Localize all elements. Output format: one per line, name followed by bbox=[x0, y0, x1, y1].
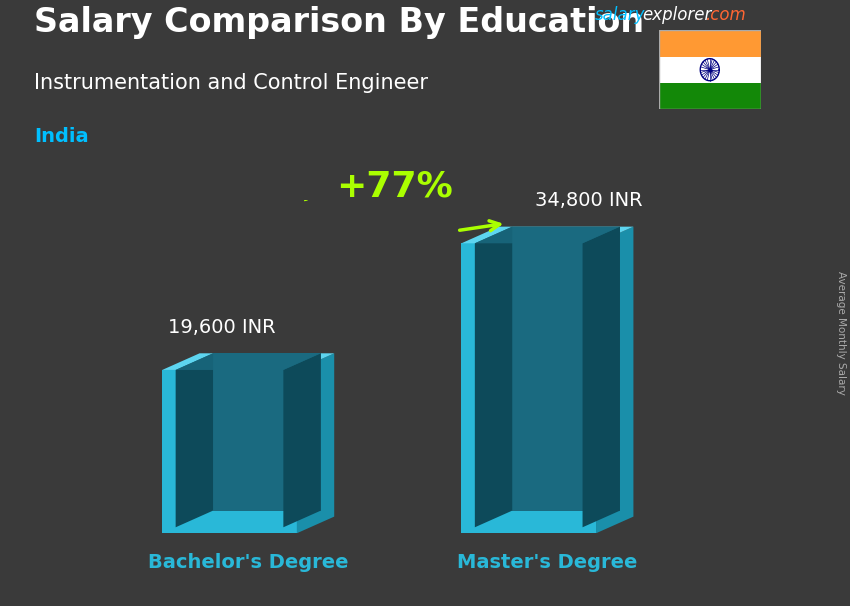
Text: explorer: explorer bbox=[642, 6, 711, 24]
Polygon shape bbox=[176, 353, 320, 370]
Polygon shape bbox=[213, 353, 320, 511]
Text: salary: salary bbox=[595, 6, 645, 24]
Text: Average Monthly Salary: Average Monthly Salary bbox=[836, 271, 846, 395]
Text: Salary Comparison By Education: Salary Comparison By Education bbox=[34, 6, 644, 39]
Polygon shape bbox=[297, 353, 334, 533]
Bar bbox=[659, 56, 761, 83]
Polygon shape bbox=[582, 227, 620, 527]
Bar bbox=[659, 83, 761, 109]
Text: Master's Degree: Master's Degree bbox=[457, 553, 638, 572]
Text: India: India bbox=[34, 127, 88, 146]
Text: +77%: +77% bbox=[336, 170, 452, 204]
Text: 34,800 INR: 34,800 INR bbox=[535, 191, 643, 210]
Text: Bachelor's Degree: Bachelor's Degree bbox=[148, 553, 348, 572]
Polygon shape bbox=[176, 353, 213, 527]
Bar bbox=[659, 30, 761, 56]
Polygon shape bbox=[283, 353, 320, 527]
Polygon shape bbox=[513, 227, 620, 511]
Polygon shape bbox=[475, 227, 513, 527]
Text: Instrumentation and Control Engineer: Instrumentation and Control Engineer bbox=[34, 73, 428, 93]
Text: .com: .com bbox=[706, 6, 746, 24]
Polygon shape bbox=[596, 227, 633, 533]
Polygon shape bbox=[162, 370, 297, 533]
Polygon shape bbox=[475, 227, 620, 243]
Polygon shape bbox=[462, 227, 633, 243]
Text: 19,600 INR: 19,600 INR bbox=[168, 318, 276, 336]
Polygon shape bbox=[162, 353, 334, 370]
Polygon shape bbox=[462, 243, 596, 533]
